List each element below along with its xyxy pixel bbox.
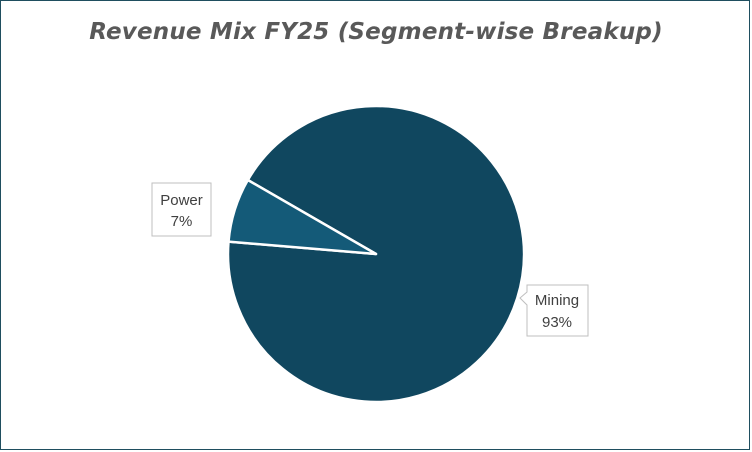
data-label-mining: Mining 93% — [519, 284, 589, 337]
data-label-mining-value: 93% — [542, 314, 572, 331]
data-label-power: Power 7% — [151, 182, 212, 237]
data-label-power-value: 7% — [171, 213, 193, 230]
data-label-power-box — [151, 182, 212, 237]
data-label-power-name: Power — [160, 192, 203, 209]
pie-slice-power — [227, 178, 378, 256]
data-label-mining-box — [519, 284, 589, 337]
chart-title: Revenue Mix FY25 (Segment-wise Breakup) — [89, 19, 663, 45]
data-label-mining-name: Mining — [535, 292, 579, 309]
pie-slices — [226, 104, 526, 404]
